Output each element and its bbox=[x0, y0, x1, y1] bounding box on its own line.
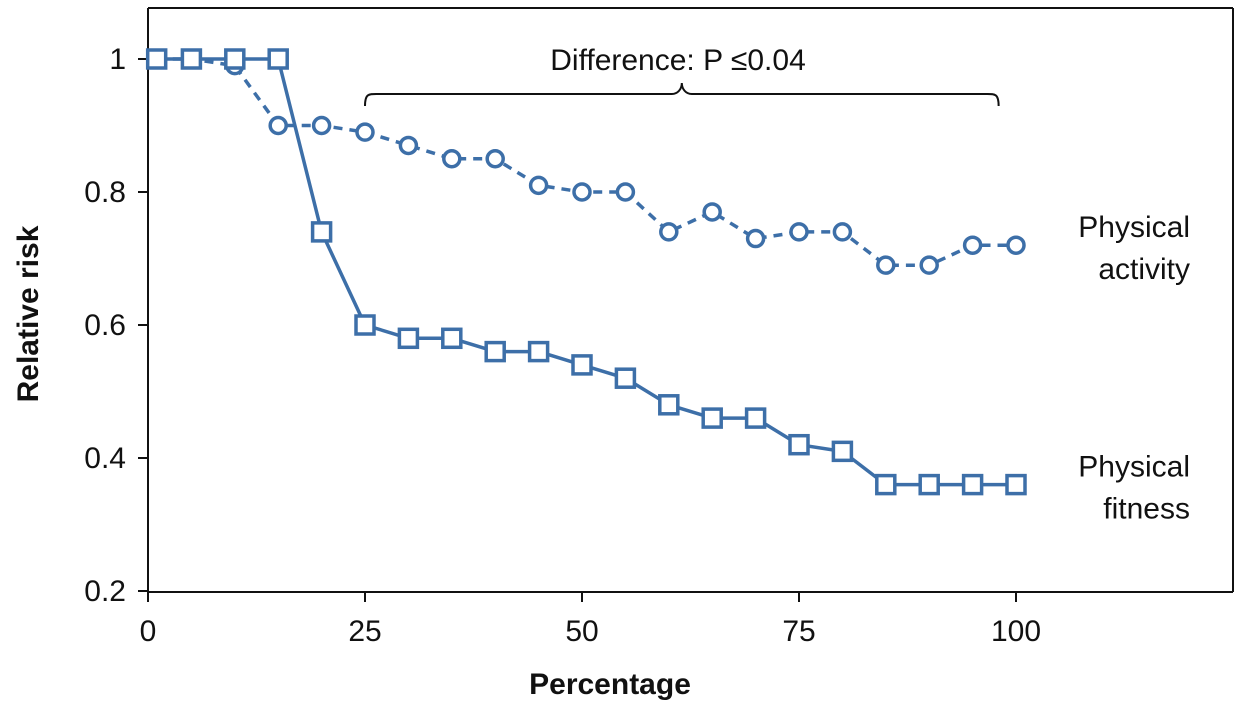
data-point-activity bbox=[702, 202, 722, 222]
axes: 0.2 0.4 0.6 0.8 1 0 25 50 75 100 Percentage Relativ… bbox=[12, 7, 1234, 701]
data-point-activity bbox=[745, 228, 766, 249]
data-point-activity bbox=[615, 182, 636, 202]
y-tick-label: 0.6 bbox=[84, 309, 126, 342]
data-point-activity bbox=[442, 149, 462, 169]
data-point-fitness bbox=[267, 48, 289, 70]
data-point-activity bbox=[485, 149, 505, 169]
data-point-activity bbox=[962, 235, 983, 255]
data-point-fitness bbox=[614, 367, 637, 389]
data-point-fitness bbox=[961, 473, 984, 496]
data-point-activity bbox=[528, 175, 549, 196]
series-labels: Physical activity Physical fitness bbox=[1078, 211, 1190, 525]
data-point-activity bbox=[659, 222, 679, 242]
data-point-activity bbox=[919, 255, 939, 275]
data-point-activity bbox=[572, 182, 592, 202]
x-axis-title: Percentage bbox=[529, 668, 691, 701]
data-point-fitness bbox=[1005, 473, 1027, 496]
data-point-fitness bbox=[527, 340, 550, 363]
data-point-fitness bbox=[310, 221, 333, 243]
data-point-fitness bbox=[658, 394, 680, 416]
series-fitness bbox=[145, 48, 1027, 496]
x-tick-label: 100 bbox=[991, 615, 1041, 648]
x-tick-label: 25 bbox=[348, 615, 381, 648]
data-point-fitness bbox=[788, 433, 810, 456]
data-point-fitness bbox=[701, 407, 723, 429]
x-tick-label: 50 bbox=[565, 615, 598, 648]
data-point-activity bbox=[1006, 235, 1026, 255]
data-point-activity bbox=[876, 255, 896, 275]
series-label-line: activity bbox=[1098, 253, 1190, 286]
data-point-activity bbox=[311, 115, 332, 136]
data-point-fitness bbox=[484, 340, 506, 363]
y-tick-label: 0.4 bbox=[84, 442, 126, 475]
series-activity bbox=[146, 49, 1026, 275]
data-point-activity bbox=[398, 135, 419, 156]
data-point-fitness bbox=[831, 440, 854, 463]
series-label-line: Physical bbox=[1078, 211, 1190, 244]
data-point-activity bbox=[789, 222, 809, 242]
data-point-fitness bbox=[397, 327, 420, 350]
data-point-fitness bbox=[180, 48, 203, 70]
data-point-fitness bbox=[224, 48, 246, 70]
data-point-fitness bbox=[354, 314, 376, 336]
y-tick-label: 0.8 bbox=[84, 176, 126, 209]
data-point-activity bbox=[268, 115, 288, 136]
difference-label: Difference: P ≤0.04 bbox=[550, 44, 806, 77]
series-label-line: fitness bbox=[1103, 493, 1190, 526]
data-point-fitness bbox=[145, 48, 168, 70]
difference-bracket bbox=[364, 82, 1000, 107]
data-point-fitness bbox=[744, 407, 767, 429]
series-group bbox=[145, 48, 1027, 496]
data-point-fitness bbox=[918, 473, 940, 496]
data-point-fitness bbox=[441, 327, 463, 350]
series-label-activity: Physical activity bbox=[1078, 211, 1190, 286]
y-axis-title: Relative risk bbox=[12, 225, 45, 402]
y-tick-label: 1 bbox=[109, 43, 126, 76]
series-label-fitness: Physical fitness bbox=[1078, 451, 1190, 526]
x-tick-label: 0 bbox=[140, 615, 157, 648]
difference-annotation: Difference: P ≤0.04 bbox=[364, 44, 1000, 107]
data-point-fitness bbox=[875, 473, 897, 496]
data-point-activity bbox=[355, 122, 375, 142]
data-point-activity bbox=[832, 222, 853, 242]
data-point-fitness bbox=[571, 354, 593, 376]
x-tick-label: 75 bbox=[782, 615, 815, 648]
series-label-line: Physical bbox=[1078, 451, 1190, 484]
y-tick-label: 0.2 bbox=[84, 575, 126, 608]
